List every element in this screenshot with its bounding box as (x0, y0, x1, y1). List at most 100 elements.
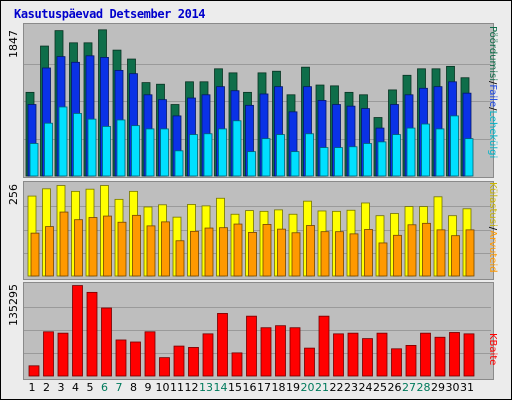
sites-bar (117, 221, 127, 277)
x-tick-label: 20 (300, 381, 315, 394)
kbytes-bar (449, 332, 460, 377)
pages-bar (334, 147, 343, 177)
kbytes-bar (72, 285, 83, 377)
x-tick-label: 2 (43, 381, 50, 394)
kbytes-bar (376, 332, 388, 377)
sites-bar (407, 224, 417, 277)
sites-bar (103, 215, 112, 277)
x-tick-label: 10 (155, 381, 170, 394)
kbytes-bar (420, 332, 431, 377)
x-tick-label: 17 (257, 381, 271, 394)
x-tick-label: 3 (57, 381, 65, 394)
x-tick-label: 13 (199, 381, 213, 394)
kbytes-bar (318, 315, 330, 377)
x-tick-label: 25 (373, 381, 387, 394)
x-tick-label: 7 (115, 381, 123, 394)
pages-bar (406, 127, 416, 177)
kbytes-bar (202, 333, 214, 377)
x-tick-label: 14 (213, 381, 228, 394)
kbytes-bar (159, 357, 170, 377)
sites-bar (88, 217, 98, 277)
kbytes-bar (362, 338, 373, 377)
x-tick-label: 22 (329, 381, 344, 394)
kbytes-bar (304, 347, 315, 377)
x-tick-label: 4 (72, 381, 79, 394)
kbytes-bar (57, 332, 69, 377)
kbytes-bar (463, 333, 475, 377)
pages-bar (174, 150, 184, 177)
kbytes-bar (333, 333, 344, 377)
x-tick-label: 1 (28, 381, 36, 394)
pages-bar (73, 113, 82, 177)
kbytes-bar (173, 345, 185, 377)
pages-bar (363, 143, 372, 177)
pages-bar (392, 134, 401, 177)
x-tick-label: 19 (286, 381, 300, 394)
pages-bar (319, 147, 329, 177)
sites-bar (132, 214, 141, 277)
pages-bar (276, 134, 285, 177)
pages-bar (29, 143, 39, 177)
sites-bar (436, 229, 446, 277)
pages-bar (218, 128, 227, 177)
sites-bar (451, 235, 460, 277)
pages-bar (145, 128, 155, 177)
x-tick-label: 9 (144, 381, 152, 394)
kbytes-bar (405, 345, 417, 377)
pages-bar (102, 126, 111, 177)
pages-bar (421, 123, 430, 177)
kbytes-bar (43, 331, 54, 377)
sites-bar (422, 222, 431, 277)
sites-bar (320, 231, 330, 277)
sites-bar (219, 227, 228, 277)
sites-bar (393, 234, 402, 277)
sites-bar (349, 233, 359, 277)
pages-bar (44, 122, 53, 177)
pages-bar (450, 115, 459, 177)
kbytes-bar (144, 331, 156, 377)
sites-bar (204, 227, 214, 277)
pages-bar (247, 151, 256, 177)
sites-bar (190, 230, 199, 277)
pages-bar (116, 119, 126, 177)
kbytes-bar (347, 332, 359, 377)
pages-bar (131, 125, 140, 177)
chart-title: Kasutuspäevad Detsember 2014 (14, 7, 206, 21)
x-tick-label: 5 (86, 381, 94, 394)
x-axis-day-labels: 1 2 3 4 5 6 7 8 9 10 11 12 13 14 15 16 17 18 19 20 21 22 23 24 2… (0, 381, 512, 397)
pages-bar (203, 133, 213, 177)
sites-bar (248, 232, 257, 277)
kbytes-bar (275, 325, 286, 377)
pages-bar (189, 134, 198, 177)
x-tick-label: 16 (242, 381, 257, 394)
sites-bar (233, 223, 243, 277)
kbytes-bar (246, 315, 257, 377)
sites-bar (277, 228, 286, 277)
sites-bar (378, 242, 388, 277)
x-tick-label: 27 (402, 381, 416, 394)
x-tick-label: 31 (460, 381, 474, 394)
kbytes-bar (130, 341, 141, 377)
pages-bar (87, 118, 97, 177)
pages-bar (305, 133, 314, 177)
x-tick-label: 29 (431, 381, 445, 394)
sites-bar (74, 219, 83, 277)
kbytes-bar (188, 347, 199, 377)
sites-bar (465, 229, 475, 277)
kbytes-bar (260, 327, 272, 377)
pages-bar (377, 141, 387, 177)
sites-bar (175, 240, 185, 277)
pages-bar (232, 120, 242, 177)
x-tick-label: 11 (170, 381, 184, 394)
x-tick-label: 18 (271, 381, 286, 394)
x-tick-label: 23 (344, 381, 358, 394)
pages-bar (348, 146, 358, 177)
sites-bar (306, 225, 315, 277)
sites-bar (364, 229, 373, 277)
pages-bar (464, 138, 474, 177)
x-tick-label: 12 (184, 381, 199, 394)
x-tick-label: 30 (445, 381, 460, 394)
kbytes-bar (434, 336, 446, 377)
x-tick-label: 24 (358, 381, 373, 394)
